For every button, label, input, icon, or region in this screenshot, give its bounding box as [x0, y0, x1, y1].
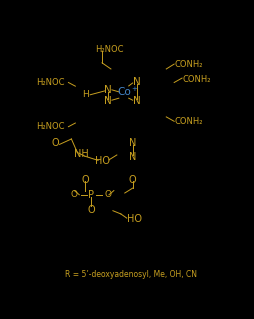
Text: O: O: [71, 190, 77, 199]
Text: H₂NOC: H₂NOC: [36, 122, 64, 131]
Text: N: N: [104, 96, 112, 106]
Text: R = 5’-deoxyadenosyl, Me, OH, CN: R = 5’-deoxyadenosyl, Me, OH, CN: [65, 270, 196, 278]
Text: O: O: [128, 174, 136, 184]
Text: +: +: [131, 85, 137, 92]
Text: H₂NOC: H₂NOC: [95, 45, 123, 54]
Text: N: N: [129, 152, 136, 162]
Text: N: N: [132, 96, 140, 106]
Text: H: H: [82, 90, 88, 99]
Text: NH: NH: [74, 150, 88, 160]
Text: CONH₂: CONH₂: [181, 75, 210, 84]
Text: CONH₂: CONH₂: [173, 117, 202, 126]
Text: N: N: [132, 78, 140, 87]
Text: HO: HO: [126, 214, 141, 224]
Text: HO: HO: [94, 156, 109, 166]
Text: H₂NOC: H₂NOC: [36, 78, 64, 87]
Text: O: O: [52, 138, 59, 148]
Text: O: O: [104, 190, 111, 199]
Text: CONH₂: CONH₂: [173, 60, 202, 69]
Text: O: O: [87, 205, 94, 215]
Text: Co: Co: [117, 87, 131, 97]
Text: P: P: [88, 190, 94, 200]
Text: O: O: [81, 174, 89, 184]
Text: N: N: [129, 138, 136, 148]
Text: N: N: [104, 85, 112, 95]
